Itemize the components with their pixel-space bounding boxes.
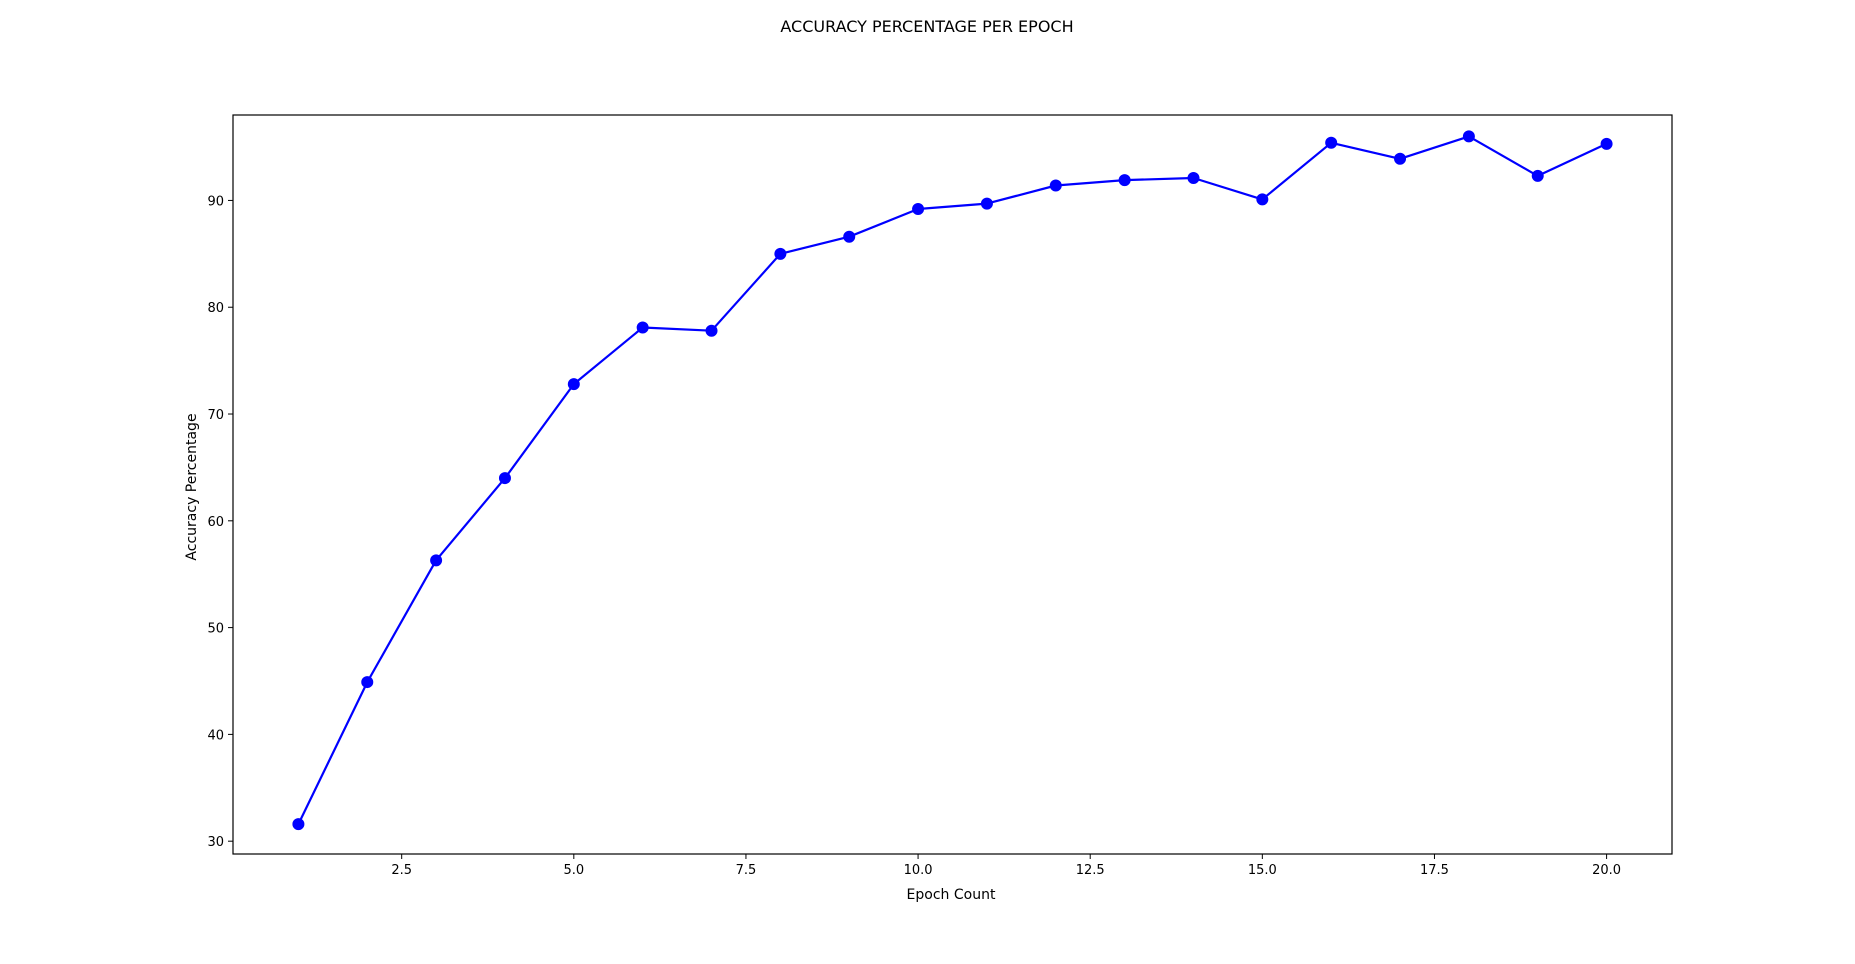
- x-axis-label: Epoch Count: [907, 887, 996, 903]
- data-point: [1394, 152, 1407, 165]
- x-tick-label: 10.0: [904, 863, 933, 878]
- x-tick-label: 17.5: [1420, 863, 1449, 878]
- plot-frame: [232, 114, 1673, 855]
- y-tick-label: 80: [207, 301, 224, 316]
- x-tick-label: 5.0: [563, 863, 584, 878]
- data-point: [843, 230, 856, 243]
- x-tick-label: 7.5: [736, 863, 757, 878]
- data-point: [636, 321, 649, 334]
- chart-title: ACCURACY PERCENTAGE PER EPOCH: [780, 17, 1073, 36]
- data-point: [430, 554, 443, 567]
- data-point: [1325, 136, 1338, 149]
- y-tick-label: 50: [207, 622, 224, 637]
- series-line: [297, 135, 1608, 825]
- data-point: [567, 378, 580, 391]
- data-point: [912, 202, 925, 215]
- x-tick-label: 20.0: [1592, 863, 1621, 878]
- y-tick-label: 60: [207, 515, 224, 530]
- y-axis-label: Accuracy Percentage: [184, 413, 200, 560]
- data-point: [774, 247, 787, 260]
- data-point: [1187, 172, 1200, 185]
- data-point: [1256, 193, 1269, 206]
- plot-area: 2.5 5.0 7.5 10.0 12.5 15.0 17.5 20.0 30 40 50 60 70 8…: [207, 114, 1673, 878]
- y-tick-label: 40: [207, 728, 224, 743]
- y-tick-label: 90: [207, 194, 224, 209]
- data-point: [292, 818, 305, 831]
- data-point: [980, 197, 993, 210]
- x-tick-label: 12.5: [1076, 863, 1105, 878]
- data-point: [1600, 137, 1613, 150]
- y-tick-label: 30: [207, 835, 224, 850]
- x-tick-label: 2.5: [391, 863, 412, 878]
- data-point: [498, 472, 511, 485]
- data-point: [1462, 130, 1475, 143]
- data-point: [1531, 169, 1544, 182]
- data-point: [705, 324, 718, 337]
- data-point: [1118, 174, 1131, 187]
- y-tick-label: 70: [207, 408, 224, 423]
- data-point: [361, 676, 374, 689]
- x-tick-label: 15.0: [1248, 863, 1277, 878]
- data-point: [1049, 179, 1062, 192]
